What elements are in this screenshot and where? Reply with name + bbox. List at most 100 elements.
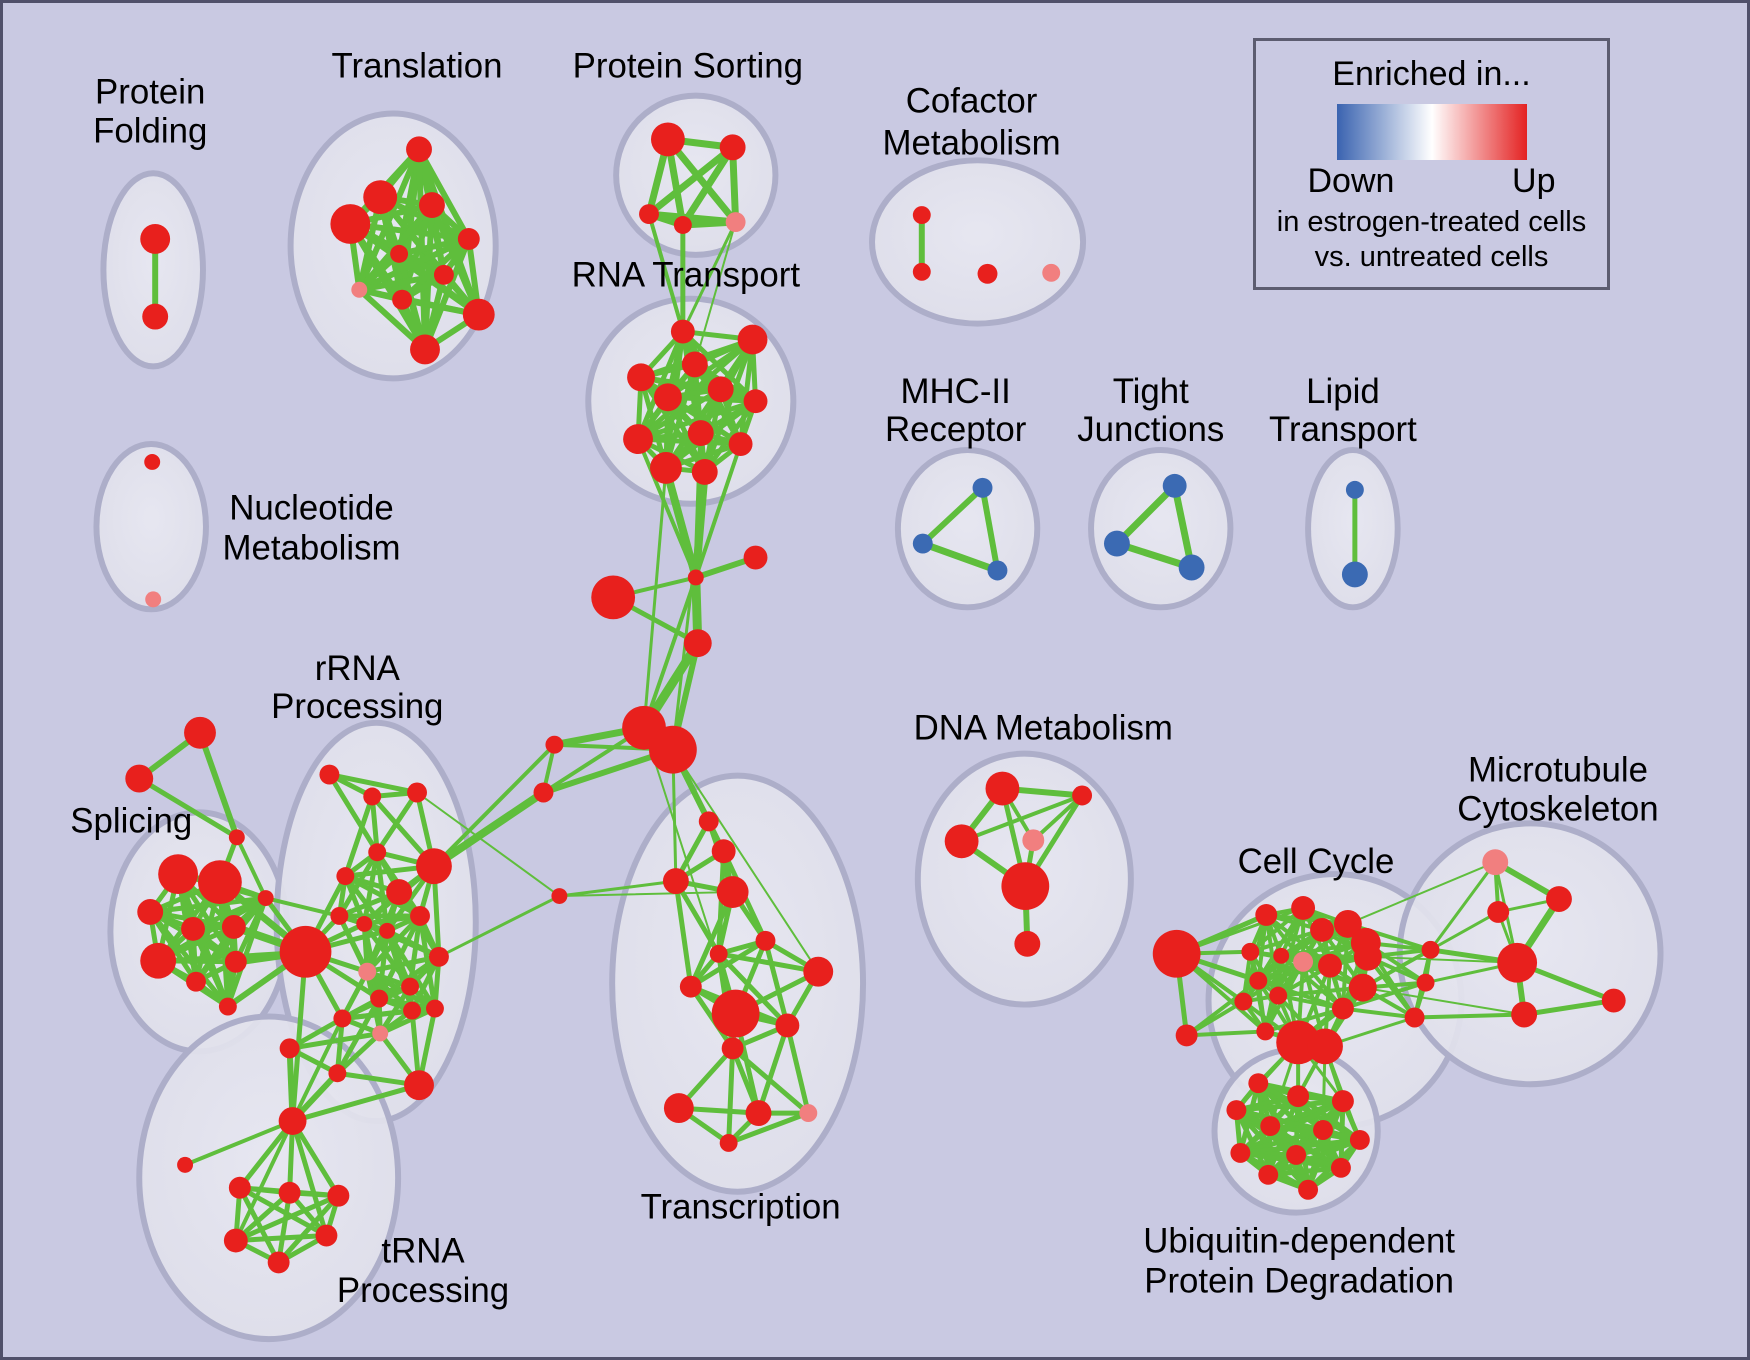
legend-up-label: Up	[1512, 162, 1556, 200]
node-trna-processing	[315, 1224, 338, 1247]
node-rna-transport	[743, 389, 768, 414]
edge	[136, 776, 240, 840]
node-rrna-processing	[279, 1038, 300, 1059]
edge	[1345, 921, 1433, 952]
edge	[664, 135, 740, 226]
node-cell-cycle	[1241, 942, 1260, 961]
node-cell-cycle	[1291, 896, 1316, 920]
node-splicing	[158, 854, 198, 895]
legend-caption-line1: in estrogen-treated cells	[1276, 206, 1587, 238]
edge	[1429, 910, 1500, 952]
edge	[784, 1022, 811, 1116]
edge	[237, 1118, 296, 1191]
edge	[1276, 993, 1345, 1011]
node-translation	[419, 192, 445, 219]
node-transcription	[679, 975, 702, 998]
edge	[374, 790, 420, 855]
node-transcription	[709, 944, 728, 963]
cluster-label-trna-processing: tRNA	[381, 1231, 465, 1270]
node-trna-processing	[267, 1251, 290, 1274]
cluster-bubble-tight-junctions	[1088, 447, 1234, 611]
edge	[661, 463, 700, 582]
node-splicing-triangle	[228, 829, 245, 846]
edge	[234, 835, 268, 901]
cluster-label-protein-sorting: Protein Sorting	[573, 47, 803, 86]
node-cell-cycle	[1249, 971, 1268, 990]
node-protein-sorting	[673, 216, 692, 234]
node-cell-cycle	[1348, 973, 1377, 1002]
node-cell-cycle	[1404, 1007, 1425, 1028]
edge	[376, 954, 442, 1002]
node-rrna-processing	[333, 1009, 352, 1028]
node-microtubule-cytoskeleton	[1601, 988, 1626, 1013]
node-protein-sorting	[639, 204, 659, 225]
node-dna-metabolism	[1072, 785, 1093, 806]
node-translation	[457, 228, 480, 250]
edge	[645, 143, 737, 218]
node-rna-transport	[623, 424, 653, 455]
edge	[635, 398, 759, 442]
edge	[287, 1030, 383, 1051]
edge	[688, 984, 736, 1051]
node-dna-metabolism	[1014, 930, 1041, 957]
cluster-label-splicing: Splicing	[70, 801, 192, 840]
edge	[730, 1045, 811, 1116]
node-rrna-processing	[368, 843, 387, 862]
node-rrna-processing	[319, 764, 340, 785]
cluster-label-rrna-processing: rRNA	[315, 649, 401, 688]
edge	[431, 742, 557, 869]
node-central-chain	[649, 725, 697, 774]
node-rrna-processing	[330, 906, 349, 925]
edge	[1031, 793, 1085, 843]
node-rrna-processing	[407, 782, 427, 803]
edge	[334, 1030, 383, 1076]
nodes-layer	[125, 122, 1626, 1274]
node-lipid-transport	[1341, 561, 1368, 588]
edge	[233, 1190, 293, 1244]
cluster-label-mhc-ii-receptor: MHC-II	[901, 372, 1011, 411]
node-transcription	[775, 1013, 800, 1038]
node-ubiquitin-degradation	[1258, 1164, 1279, 1185]
node-cell-cycle	[1269, 986, 1288, 1005]
edge	[1265, 1165, 1344, 1178]
cluster-label-ubiquitin-degradation: Ubiquitin-dependent	[1143, 1221, 1455, 1260]
edge	[290, 1118, 341, 1199]
edge	[197, 729, 240, 841]
node-cell-cycle	[1234, 992, 1253, 1011]
node-cell-cycle	[1416, 973, 1435, 992]
edge	[1241, 959, 1306, 1004]
edge	[716, 951, 821, 975]
node-translation	[351, 281, 368, 298]
node-protein-sorting	[725, 212, 746, 232]
edge	[290, 1016, 345, 1124]
node-rrna-processing	[379, 922, 396, 939]
edge	[429, 788, 548, 871]
cluster-bubble-cofactor-metabolism	[869, 157, 1087, 327]
node-transcription	[711, 839, 736, 864]
node-mhc-ii-receptor	[912, 533, 933, 554]
legend-title: Enriched in...	[1332, 55, 1531, 93]
node-protein-sorting	[650, 122, 685, 157]
cluster-label-ubiquitin-degradation: Protein Degradation	[1144, 1261, 1454, 1300]
cluster-label-cofactor-metabolism: Metabolism	[883, 123, 1061, 162]
cluster-label-tight-junctions: Tight	[1113, 372, 1189, 411]
cluster-bubble-nucleotide-metabolism	[93, 441, 209, 613]
node-transcription	[721, 1037, 744, 1060]
node-rna-transport	[653, 383, 682, 412]
node-protein-folding	[142, 303, 169, 330]
node-ubiquitin-degradation	[1230, 1142, 1251, 1163]
node-cell-cycle	[1331, 997, 1354, 1020]
node-trna-processing	[278, 1107, 307, 1135]
node-splicing	[257, 890, 274, 906]
edge	[738, 337, 756, 447]
edge	[1184, 1029, 1268, 1038]
node-dna-metabolism	[1022, 829, 1045, 852]
cluster-label-transcription: Transcription	[641, 1188, 841, 1227]
cluster-label-cell-cycle: Cell Cycle	[1238, 842, 1395, 881]
node-cell-cycle	[1310, 917, 1334, 942]
edge	[183, 1119, 295, 1167]
edge	[376, 928, 390, 1002]
node-cell-cycle	[1175, 1024, 1198, 1047]
edge	[384, 928, 415, 1014]
